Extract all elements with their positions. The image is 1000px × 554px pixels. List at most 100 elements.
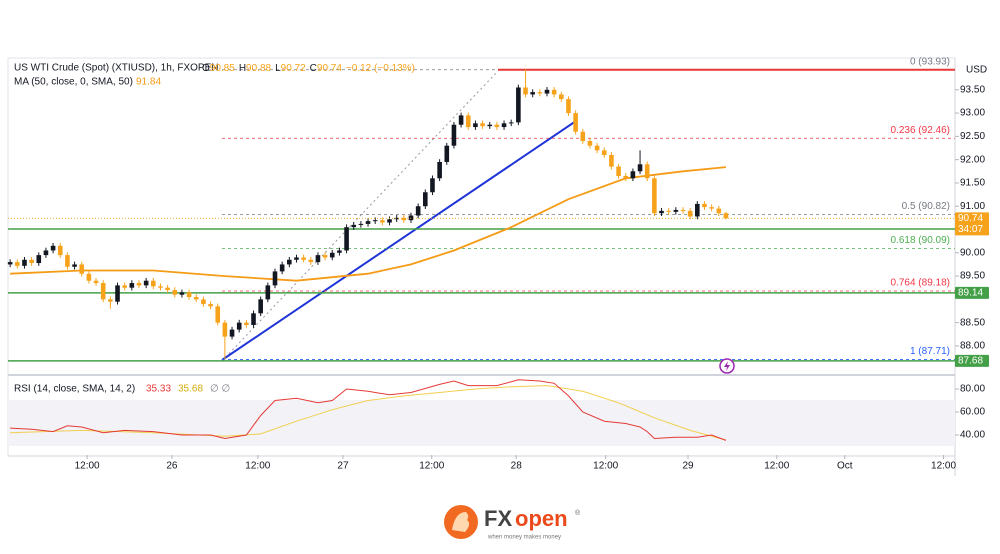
candle-body bbox=[444, 145, 450, 162]
plot-frame bbox=[7, 57, 956, 457]
alert-bolt bbox=[724, 361, 730, 371]
candle-body bbox=[473, 123, 478, 128]
candle-body bbox=[487, 124, 493, 127]
candle-body bbox=[79, 264, 85, 274]
candle-body bbox=[72, 264, 77, 267]
candle-body bbox=[516, 87, 521, 123]
candle-body bbox=[193, 297, 199, 300]
ohlc-value: 90.85 bbox=[210, 63, 235, 74]
rsi-tick-label: 40.00 bbox=[960, 430, 985, 441]
x-tick-label: 12:00 bbox=[75, 461, 100, 472]
ohlc-change: −0.12 (−0.13%) bbox=[346, 63, 415, 74]
y-tick-label: 93.50 bbox=[960, 84, 985, 95]
candle-body bbox=[659, 210, 664, 214]
candle-body bbox=[594, 145, 600, 151]
candle-body bbox=[115, 285, 120, 302]
price-badge bbox=[955, 212, 989, 236]
candle-body bbox=[437, 161, 442, 179]
candle-body bbox=[229, 329, 235, 337]
countdown: 34:07 bbox=[958, 224, 983, 235]
candle-body bbox=[616, 166, 621, 176]
x-tick-label: 12:00 bbox=[593, 461, 618, 472]
candle-body bbox=[365, 221, 371, 224]
candle-body bbox=[716, 208, 722, 214]
level-badge bbox=[955, 354, 989, 367]
candle-body bbox=[680, 209, 686, 211]
candle-body bbox=[480, 123, 485, 127]
y-tick-label: 92.00 bbox=[960, 154, 985, 165]
candle-body bbox=[601, 150, 607, 155]
y-tick-label: 88.50 bbox=[960, 317, 985, 328]
candle-body bbox=[93, 280, 99, 284]
y-tick-label: 91.50 bbox=[960, 178, 985, 189]
candle-body bbox=[695, 203, 700, 217]
ma-name: MA (50, close, 0, SMA, 50) bbox=[14, 77, 133, 88]
candle-body bbox=[380, 220, 385, 223]
candle-body bbox=[57, 245, 63, 256]
x-tick-label: 12:00 bbox=[419, 461, 444, 472]
candle-body bbox=[7, 262, 13, 265]
ohlc-value: 90.88 bbox=[246, 63, 271, 74]
candle-body bbox=[652, 178, 657, 214]
candle-body bbox=[265, 285, 271, 300]
x-tick-label: 27 bbox=[337, 461, 349, 472]
candle-body bbox=[308, 259, 314, 263]
candle-body bbox=[329, 252, 335, 258]
y-tick-label: 89.50 bbox=[960, 271, 985, 282]
candle-body bbox=[22, 259, 27, 266]
fib-label: 0 (93.93) bbox=[910, 56, 950, 67]
logo-fx: FX bbox=[484, 506, 512, 531]
candle-body bbox=[294, 257, 299, 260]
rsi-tick-label: 80.00 bbox=[960, 384, 985, 395]
y-tick-label: 91.00 bbox=[960, 201, 985, 212]
candle-body bbox=[580, 131, 586, 142]
x-tick-label: Oct bbox=[837, 461, 853, 472]
rsi-ma-value: 35.68 bbox=[178, 384, 203, 395]
candle-body bbox=[358, 223, 364, 225]
candle-body bbox=[559, 94, 564, 100]
candle-body bbox=[287, 259, 292, 265]
logo-registered: ® bbox=[575, 509, 581, 517]
candle-body bbox=[458, 115, 464, 125]
candle-body bbox=[158, 286, 163, 288]
candle-body bbox=[179, 292, 185, 295]
candle-body bbox=[201, 299, 206, 305]
candle-body bbox=[451, 124, 457, 146]
rsi-name: RSI (14, close, SMA, 14, 2) bbox=[14, 384, 135, 395]
ohlc-key: H bbox=[239, 63, 246, 74]
ohlc-key: O bbox=[202, 63, 210, 74]
candle-body bbox=[272, 271, 278, 286]
candle-body bbox=[322, 255, 328, 258]
ohlc-value: 90.74 bbox=[317, 63, 342, 74]
candle-body bbox=[65, 255, 70, 267]
candle-body bbox=[215, 306, 221, 323]
candle-body bbox=[122, 285, 127, 288]
fib-label: 0.764 (89.18) bbox=[891, 278, 951, 289]
ohlc-value: 90.72 bbox=[281, 63, 306, 74]
candle-body bbox=[372, 220, 378, 222]
series-layer: 93.50 93.00 92.50 92.00 91.50 91.00 90.00 89.50… bbox=[7, 56, 989, 472]
candle-body bbox=[236, 322, 242, 330]
candle-body bbox=[100, 283, 106, 300]
y-tick-label: 88.00 bbox=[960, 341, 985, 352]
candle-body bbox=[244, 322, 249, 325]
x-tick-label: 12:00 bbox=[764, 461, 789, 472]
rsi-tick-label: 60.00 bbox=[960, 407, 985, 418]
y-tick-label: 90.00 bbox=[960, 247, 985, 258]
candle-body bbox=[544, 89, 550, 94]
fib-label: 0.618 (90.09) bbox=[891, 235, 951, 246]
rsi-na: ∅ ∅ bbox=[210, 384, 230, 395]
logo-tagline: when money makes money bbox=[487, 535, 561, 541]
candle-body bbox=[530, 92, 535, 95]
candle-body bbox=[129, 283, 135, 288]
candle-body bbox=[630, 171, 636, 179]
level-badge-label: 89.14 bbox=[958, 287, 983, 298]
candle-body bbox=[644, 164, 650, 179]
footer bbox=[0, 478, 1000, 549]
candle-body bbox=[108, 299, 113, 302]
trend-line bbox=[221, 120, 577, 361]
candle-body bbox=[394, 217, 399, 220]
candle-body bbox=[408, 215, 414, 221]
candle-body bbox=[702, 203, 707, 208]
